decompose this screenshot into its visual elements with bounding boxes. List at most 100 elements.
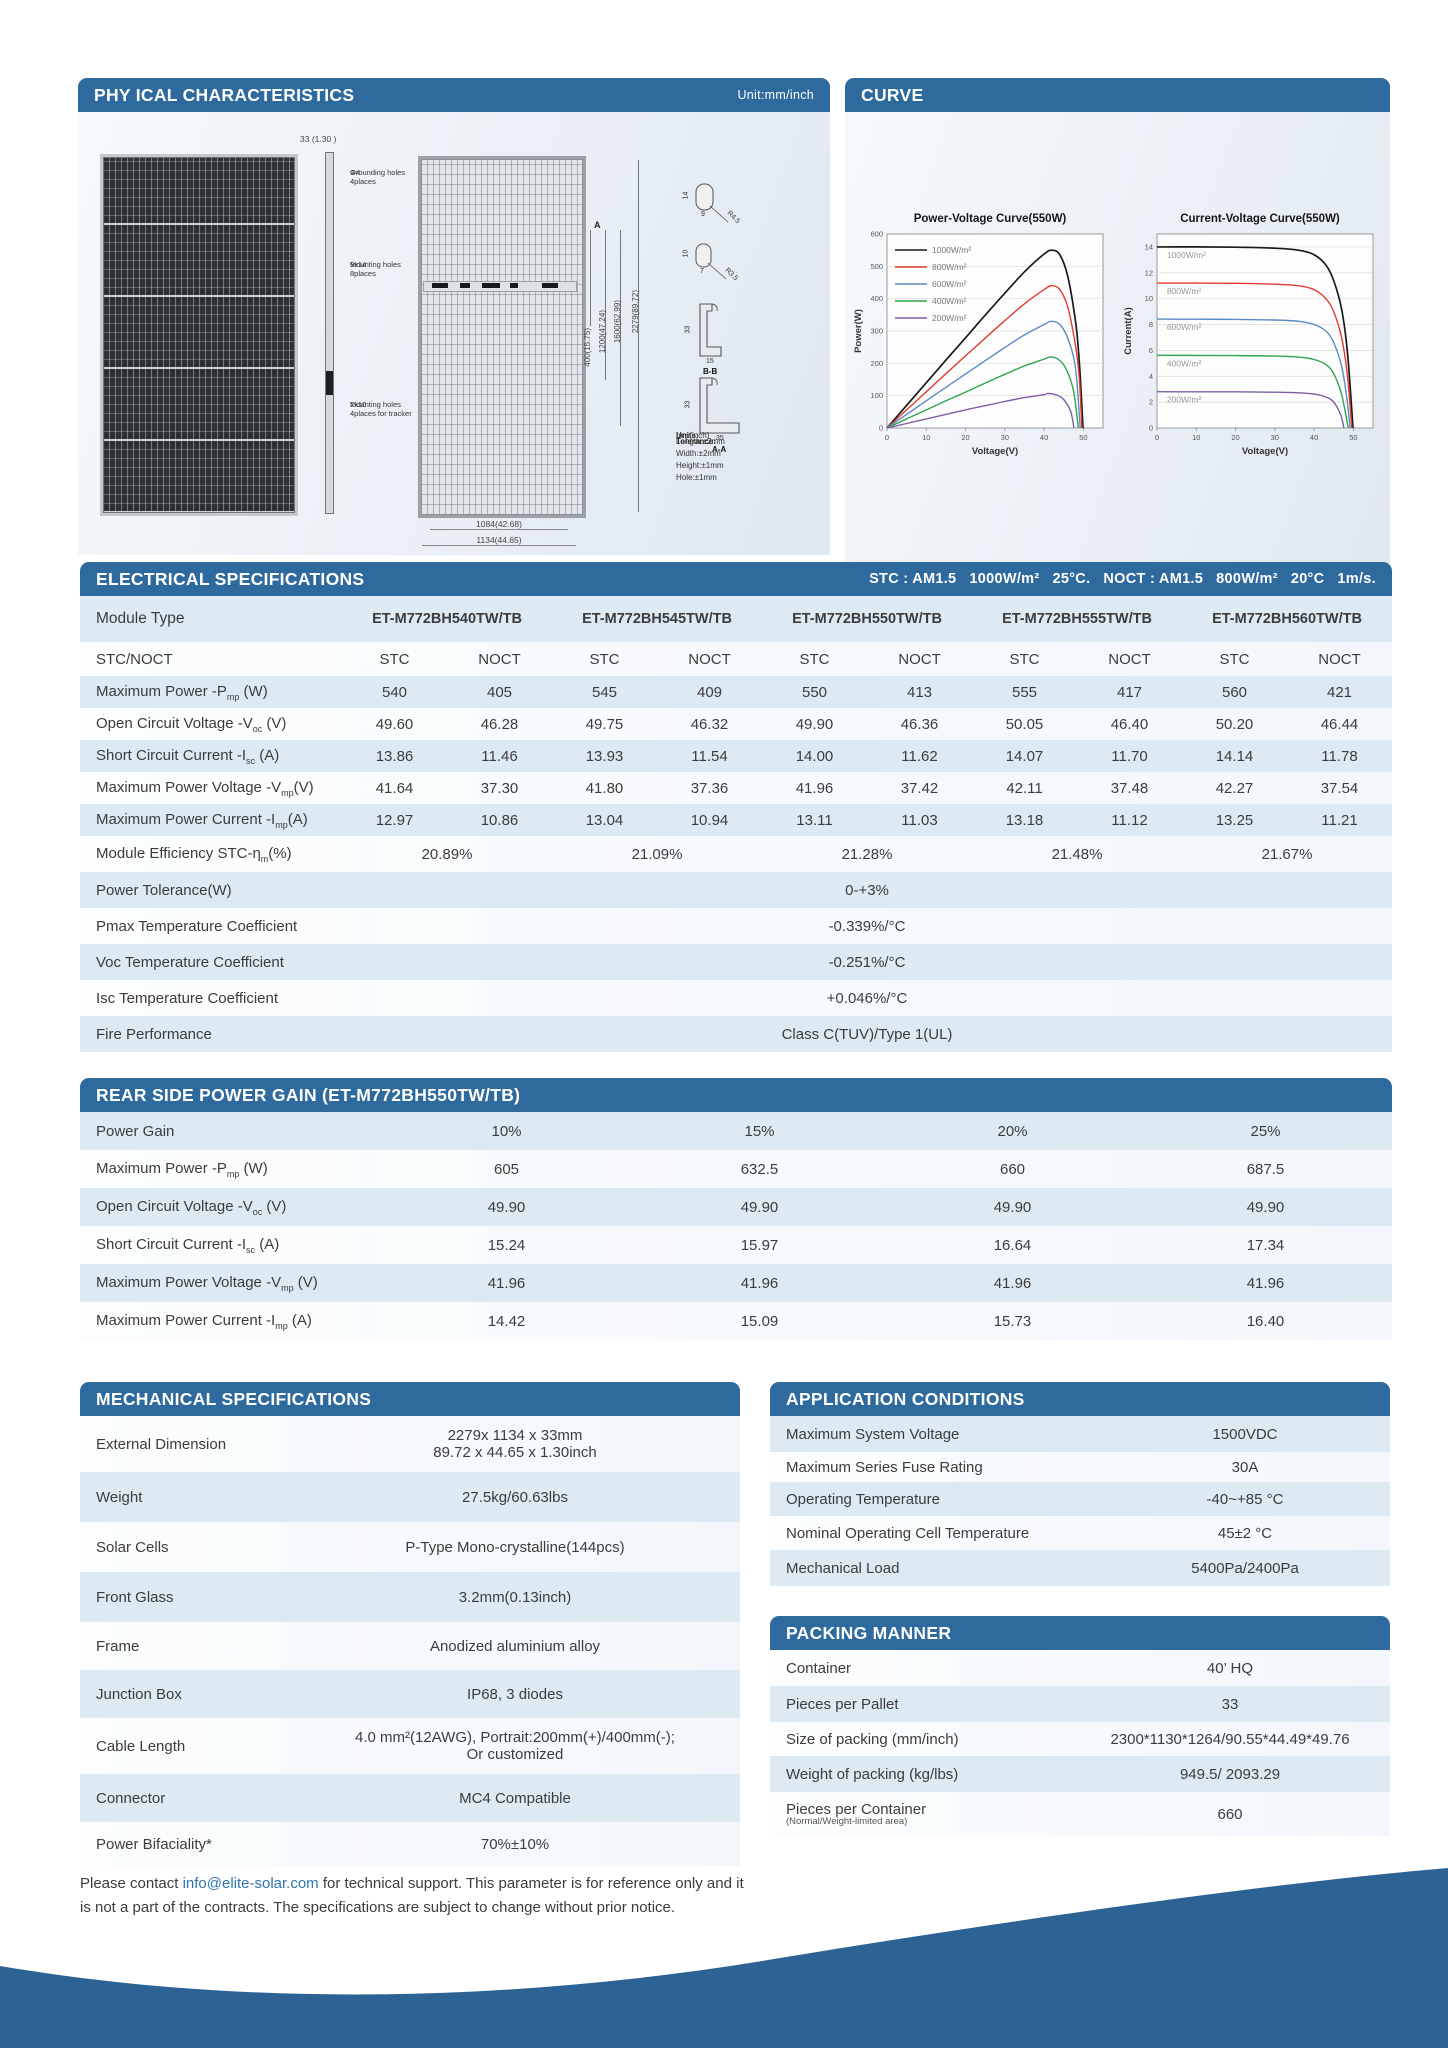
row-label: Maximum Power Current -Imp (A): [80, 1312, 380, 1331]
y-tick-label: 100: [870, 391, 883, 400]
kv-value-line: 4.0 mm²(12AWG), Portrait:200mm(+)/400mm(…: [355, 1729, 675, 1746]
row-label: Isc Temperature Coefficient: [80, 990, 342, 1007]
footer-text-after: for technical support. This parameter is…: [80, 1875, 744, 1916]
frame-profile-drawing: [699, 303, 722, 357]
spec-value: 50.20: [1215, 715, 1254, 733]
kv-row: Connector MC4 Compatible: [80, 1774, 740, 1822]
rear-value: 687.5: [1246, 1160, 1285, 1178]
spec-value: 11.03: [901, 811, 938, 829]
legend-label: 800W/m²: [932, 262, 967, 272]
kv-label: Size of packing (mm/inch): [770, 1731, 1070, 1748]
rear-header: REAR SIDE POWER GAIN (ET-M772BH550TW/TB): [80, 1078, 1392, 1112]
rear-value: 41.96: [993, 1274, 1032, 1292]
kv-value: Anodized aluminium alloy: [290, 1638, 740, 1655]
col-header: NOCT: [1108, 650, 1151, 668]
efficiency-value: 21.48%: [1051, 845, 1103, 863]
rear-value: 49.90: [993, 1198, 1032, 1216]
electrical-title: ELECTRICAL SPECIFICATIONS: [96, 568, 365, 589]
label-text: Maximum Power Voltage -V: [96, 1273, 282, 1291]
kv-value-line2: 89.72 x 44.65 x 1.30inch: [433, 1444, 597, 1461]
kv-label-text: Junction Box: [96, 1685, 182, 1703]
efficiency-row: Module Efficiency STC-ηm(%) 20.89% 21.09% 2…: [80, 836, 1392, 872]
spec-value: 11.70: [1111, 747, 1148, 765]
kv-label-text: Connector: [96, 1789, 166, 1807]
label-text: Maximum Power Voltage -V: [96, 778, 282, 796]
kv-label: Maximum System Voltage: [770, 1426, 1100, 1443]
spec-value: 37.54: [1320, 779, 1359, 797]
mechanical-rows: External Dimension 2279x 1134 x 33mm 89.72…: [80, 1416, 740, 1866]
x-tick-label: 50: [1349, 433, 1357, 442]
mounting-holes-label: 9x14 Mounting holes 8places: [350, 260, 401, 279]
inline-series-label: 1000W/m²: [1167, 250, 1206, 260]
kv-row: Weight of packing (kg/lbs) 949.5/ 2093.29: [770, 1756, 1390, 1792]
mechanical-header: MECHANICAL SPECIFICATIONS: [80, 1382, 740, 1416]
spec-value: 46.28: [480, 715, 519, 733]
kv-value: -40~+85 °C: [1100, 1491, 1390, 1508]
kv-value: MC4 Compatible: [290, 1790, 740, 1807]
y-axis-label: Current(A): [1123, 307, 1134, 355]
kv-label: Weight: [80, 1489, 290, 1506]
kv-value: 5400Pa/2400Pa: [1100, 1560, 1390, 1577]
spec-row: Maximum Power Current -Imp(A) 12.97 10.86 1…: [80, 804, 1392, 836]
tracker-hole-section: 10 7 R3.5: [674, 238, 744, 290]
dim-1600: 1600(62.99): [613, 300, 622, 344]
label-text: Isc Temperature Coefficient: [96, 989, 279, 1007]
rear-value: 15.09: [740, 1312, 779, 1330]
y-tick-label: 400: [870, 294, 883, 303]
inline-series-label: 200W/m²: [1167, 395, 1202, 405]
kv-value-line: MC4 Compatible: [459, 1789, 571, 1807]
y-axis-label: Power(W): [853, 309, 864, 353]
module-type: ET-M772BH545TW/TB: [582, 611, 732, 627]
kv-value: 45±2 °C: [1100, 1525, 1390, 1542]
spec-value: 42.11: [1006, 779, 1043, 797]
merged-spec-row: Power Tolerance(W) 0-+3%: [80, 872, 1392, 908]
spec-value: 49.90: [795, 715, 834, 733]
row-label: Maximum Power Voltage -Vmp (V): [80, 1274, 380, 1293]
kv-value: IP68, 3 diodes: [290, 1686, 740, 1703]
kv-label: Nominal Operating Cell Temperature: [770, 1525, 1100, 1542]
kv-label-text: Weight of packing (kg/lbs): [786, 1765, 959, 1783]
kv-label-text: Size of packing (mm/inch): [786, 1730, 959, 1748]
col-header: STC: [589, 650, 620, 668]
rear-value: 17.34: [1246, 1236, 1285, 1254]
kv-label: Maximum Series Fuse Rating: [770, 1459, 1100, 1476]
spec-value: 12.97: [375, 811, 414, 829]
rear-row: Maximum Power Voltage -Vmp (V) 41.96 41.96…: [80, 1264, 1392, 1302]
merged-value: 0-+3%: [845, 881, 889, 899]
kv-label-text: Maximum System Voltage: [786, 1425, 960, 1443]
rear-value: 10%: [491, 1122, 522, 1140]
rear-value: 41.96: [740, 1274, 779, 1292]
frame-section-bb: 33 15 B-B: [678, 300, 748, 378]
x-axis-label: Voltage(V): [972, 446, 1018, 457]
label-subscript: mp: [226, 1168, 240, 1179]
kv-label-text: Frame: [96, 1637, 140, 1655]
inline-series-label: 600W/m²: [1167, 322, 1202, 332]
kv-label: Cable Length: [80, 1738, 290, 1755]
spec-value: 50.05: [1005, 715, 1044, 733]
spec-value: 14.14: [1215, 747, 1254, 765]
merged-value: +0.046%/°C: [826, 989, 908, 1007]
x-tick-label: 30: [1271, 433, 1279, 442]
y-tick-label: 14: [1145, 242, 1153, 251]
col-header: STC: [1219, 650, 1250, 668]
dim-400: 400(15.75): [583, 328, 592, 367]
label-text: (V): [262, 1197, 287, 1215]
series-line: [886, 284, 1083, 429]
module-type: ET-M772BH550TW/TB: [792, 611, 942, 627]
kv-value-line2: Or customized: [466, 1746, 564, 1763]
support-email-link[interactable]: info@elite-solar.com: [182, 1875, 319, 1892]
chart-svg: Power-Voltage Curve(550W)010020030040050…: [853, 213, 1104, 457]
spec-value: 41.64: [375, 779, 414, 797]
row-label: Voc Temperature Coefficient: [80, 954, 342, 971]
label-subscript: mp: [275, 1320, 288, 1331]
series-line: [1156, 354, 1349, 429]
electrical-specifications-section: ELECTRICAL SPECIFICATIONS STC : AM1.5 10…: [80, 562, 1392, 1052]
mounting-hole-section: 14 9 R4.5: [674, 178, 744, 230]
dim-2279: 2279(89.72): [631, 290, 640, 334]
spec-row: Maximum Power Voltage -Vmp(V) 41.64 37.30 4…: [80, 772, 1392, 804]
row-label: Maximum Power Current -Imp(A): [80, 811, 342, 830]
label-text: Short Circuit Current -I: [96, 746, 247, 764]
spec-value: 11.54: [691, 747, 728, 765]
row-label: Short Circuit Current -Isc (A): [80, 747, 342, 766]
kv-label: Container: [770, 1660, 1070, 1677]
